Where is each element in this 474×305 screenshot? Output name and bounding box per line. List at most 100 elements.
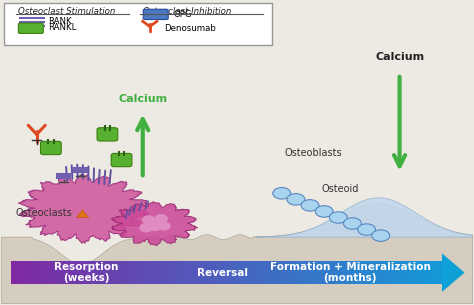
Bar	[111, 261, 116, 284]
Point	[154, 20, 160, 23]
Bar	[90, 261, 94, 284]
Bar	[273, 261, 277, 284]
Line: 2 pts: 2 pts	[150, 21, 157, 27]
Bar	[176, 261, 180, 284]
Circle shape	[273, 188, 291, 199]
Circle shape	[158, 222, 170, 230]
Bar	[431, 261, 435, 284]
Bar	[320, 261, 324, 284]
Bar	[72, 261, 76, 284]
Bar	[29, 261, 33, 284]
Bar	[417, 261, 421, 284]
Bar	[259, 261, 263, 284]
Bar	[356, 261, 360, 284]
Bar	[327, 261, 331, 284]
Bar	[54, 261, 58, 284]
Point	[126, 13, 131, 16]
Bar	[47, 261, 51, 284]
Bar	[291, 261, 295, 284]
FancyBboxPatch shape	[18, 23, 43, 34]
Bar	[100, 261, 105, 284]
Bar	[118, 261, 123, 284]
Bar	[410, 261, 414, 284]
Bar	[36, 261, 40, 284]
Circle shape	[372, 230, 390, 241]
Point	[13, 13, 18, 16]
Bar	[313, 261, 317, 284]
Bar	[270, 261, 273, 284]
Bar	[93, 261, 98, 284]
Bar	[392, 261, 396, 284]
Text: Osteoclast Stimulation: Osteoclast Stimulation	[18, 7, 115, 16]
Point	[147, 29, 153, 33]
Text: Osteoclasts: Osteoclasts	[16, 208, 72, 218]
Bar	[219, 261, 223, 284]
Bar	[280, 261, 284, 284]
Polygon shape	[18, 175, 149, 243]
Bar	[32, 261, 36, 284]
Point	[18, 24, 23, 28]
FancyBboxPatch shape	[97, 128, 118, 141]
Bar	[428, 261, 432, 284]
Bar	[187, 261, 191, 284]
Circle shape	[301, 200, 319, 211]
Bar	[348, 261, 353, 284]
Bar	[201, 261, 205, 284]
Text: OPG: OPG	[173, 9, 192, 19]
Bar	[173, 261, 177, 284]
Bar	[284, 261, 288, 284]
Bar	[122, 261, 126, 284]
Bar	[345, 261, 349, 284]
Bar	[262, 261, 266, 284]
Bar	[97, 261, 101, 284]
Bar	[126, 261, 130, 284]
Bar	[194, 261, 198, 284]
Bar	[39, 261, 44, 284]
Bar	[155, 261, 159, 284]
Bar	[68, 261, 73, 284]
Circle shape	[140, 224, 152, 232]
Bar	[65, 261, 69, 284]
Bar	[180, 261, 184, 284]
Bar	[341, 261, 346, 284]
Polygon shape	[256, 198, 473, 237]
Bar	[165, 261, 169, 284]
Bar	[137, 261, 141, 284]
Circle shape	[344, 218, 361, 229]
Bar	[406, 261, 410, 284]
Text: Calcium: Calcium	[118, 94, 167, 104]
Bar	[234, 261, 237, 284]
Bar	[266, 261, 270, 284]
Text: Resorption
(weeks): Resorption (weeks)	[54, 262, 118, 283]
Bar	[374, 261, 378, 284]
FancyBboxPatch shape	[143, 9, 168, 20]
Bar	[223, 261, 227, 284]
Bar	[241, 261, 245, 284]
Bar	[338, 261, 342, 284]
Point	[147, 25, 153, 28]
Bar	[370, 261, 374, 284]
Circle shape	[329, 212, 347, 223]
Bar	[216, 261, 219, 284]
Bar	[277, 261, 281, 284]
Bar	[140, 261, 144, 284]
Point	[18, 20, 23, 24]
Bar	[388, 261, 392, 284]
Bar	[147, 261, 151, 284]
Point	[137, 13, 143, 16]
Bar	[79, 261, 83, 284]
Text: Osteoblasts: Osteoblasts	[284, 148, 342, 157]
Bar	[287, 261, 292, 284]
Bar	[82, 261, 87, 284]
Text: RANK: RANK	[48, 17, 72, 27]
Bar	[227, 261, 230, 284]
Point	[41, 16, 46, 20]
Bar	[305, 261, 310, 284]
Text: Osteoclast Inhibition: Osteoclast Inhibition	[143, 7, 231, 16]
Bar	[309, 261, 313, 284]
Bar	[75, 261, 80, 284]
Text: Denosumab: Denosumab	[164, 24, 216, 33]
Bar	[248, 261, 252, 284]
Bar	[162, 261, 166, 284]
Bar	[359, 261, 364, 284]
